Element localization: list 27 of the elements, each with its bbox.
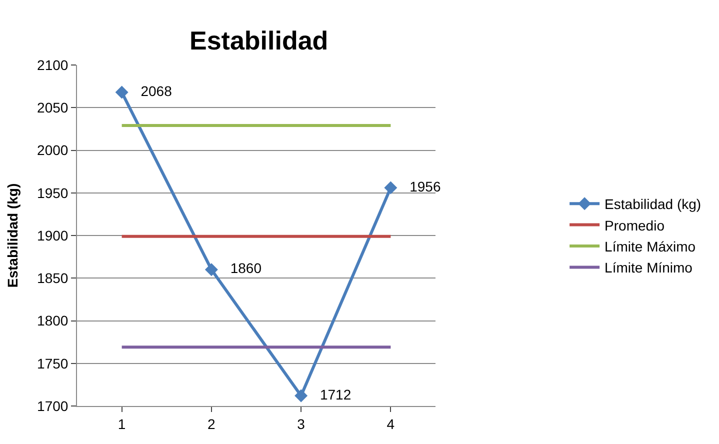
y-tick-label: 1800 [37,312,68,329]
y-tick-label: 1900 [37,227,68,244]
data-label: 2068 [129,82,172,99]
legend-label: Estabilidad (kg) [604,196,702,212]
x-tick-label: 2 [208,416,216,432]
chart-title: Estabilidad [189,25,328,56]
data-label: 1712 [308,386,352,402]
point [204,263,218,276]
y-tick-label: 2100 [37,56,68,73]
point [294,389,308,402]
point [115,86,128,99]
legend-label: Promedio [604,217,665,234]
x-tick-label: 4 [386,416,395,432]
y-tick-label: 2050 [37,100,68,116]
y-tick-label: 2000 [37,142,68,158]
data-label: 1860 [218,260,262,276]
data-label: 1956 [398,178,441,194]
point [384,181,398,194]
y-tick-label: 1700 [37,398,68,414]
x-tick-label: 1 [118,416,126,432]
legend-label: Límite Mínimo [604,260,693,276]
y-axis-title: Estabilidad (kg) [4,183,21,288]
y-tick-label: 1950 [37,184,68,201]
y-tick-label: 1850 [37,270,68,286]
x-tick-label: 3 [297,416,306,432]
y-tick-label: 1750 [37,355,68,372]
legend-label: Límite Máximo [604,238,696,254]
